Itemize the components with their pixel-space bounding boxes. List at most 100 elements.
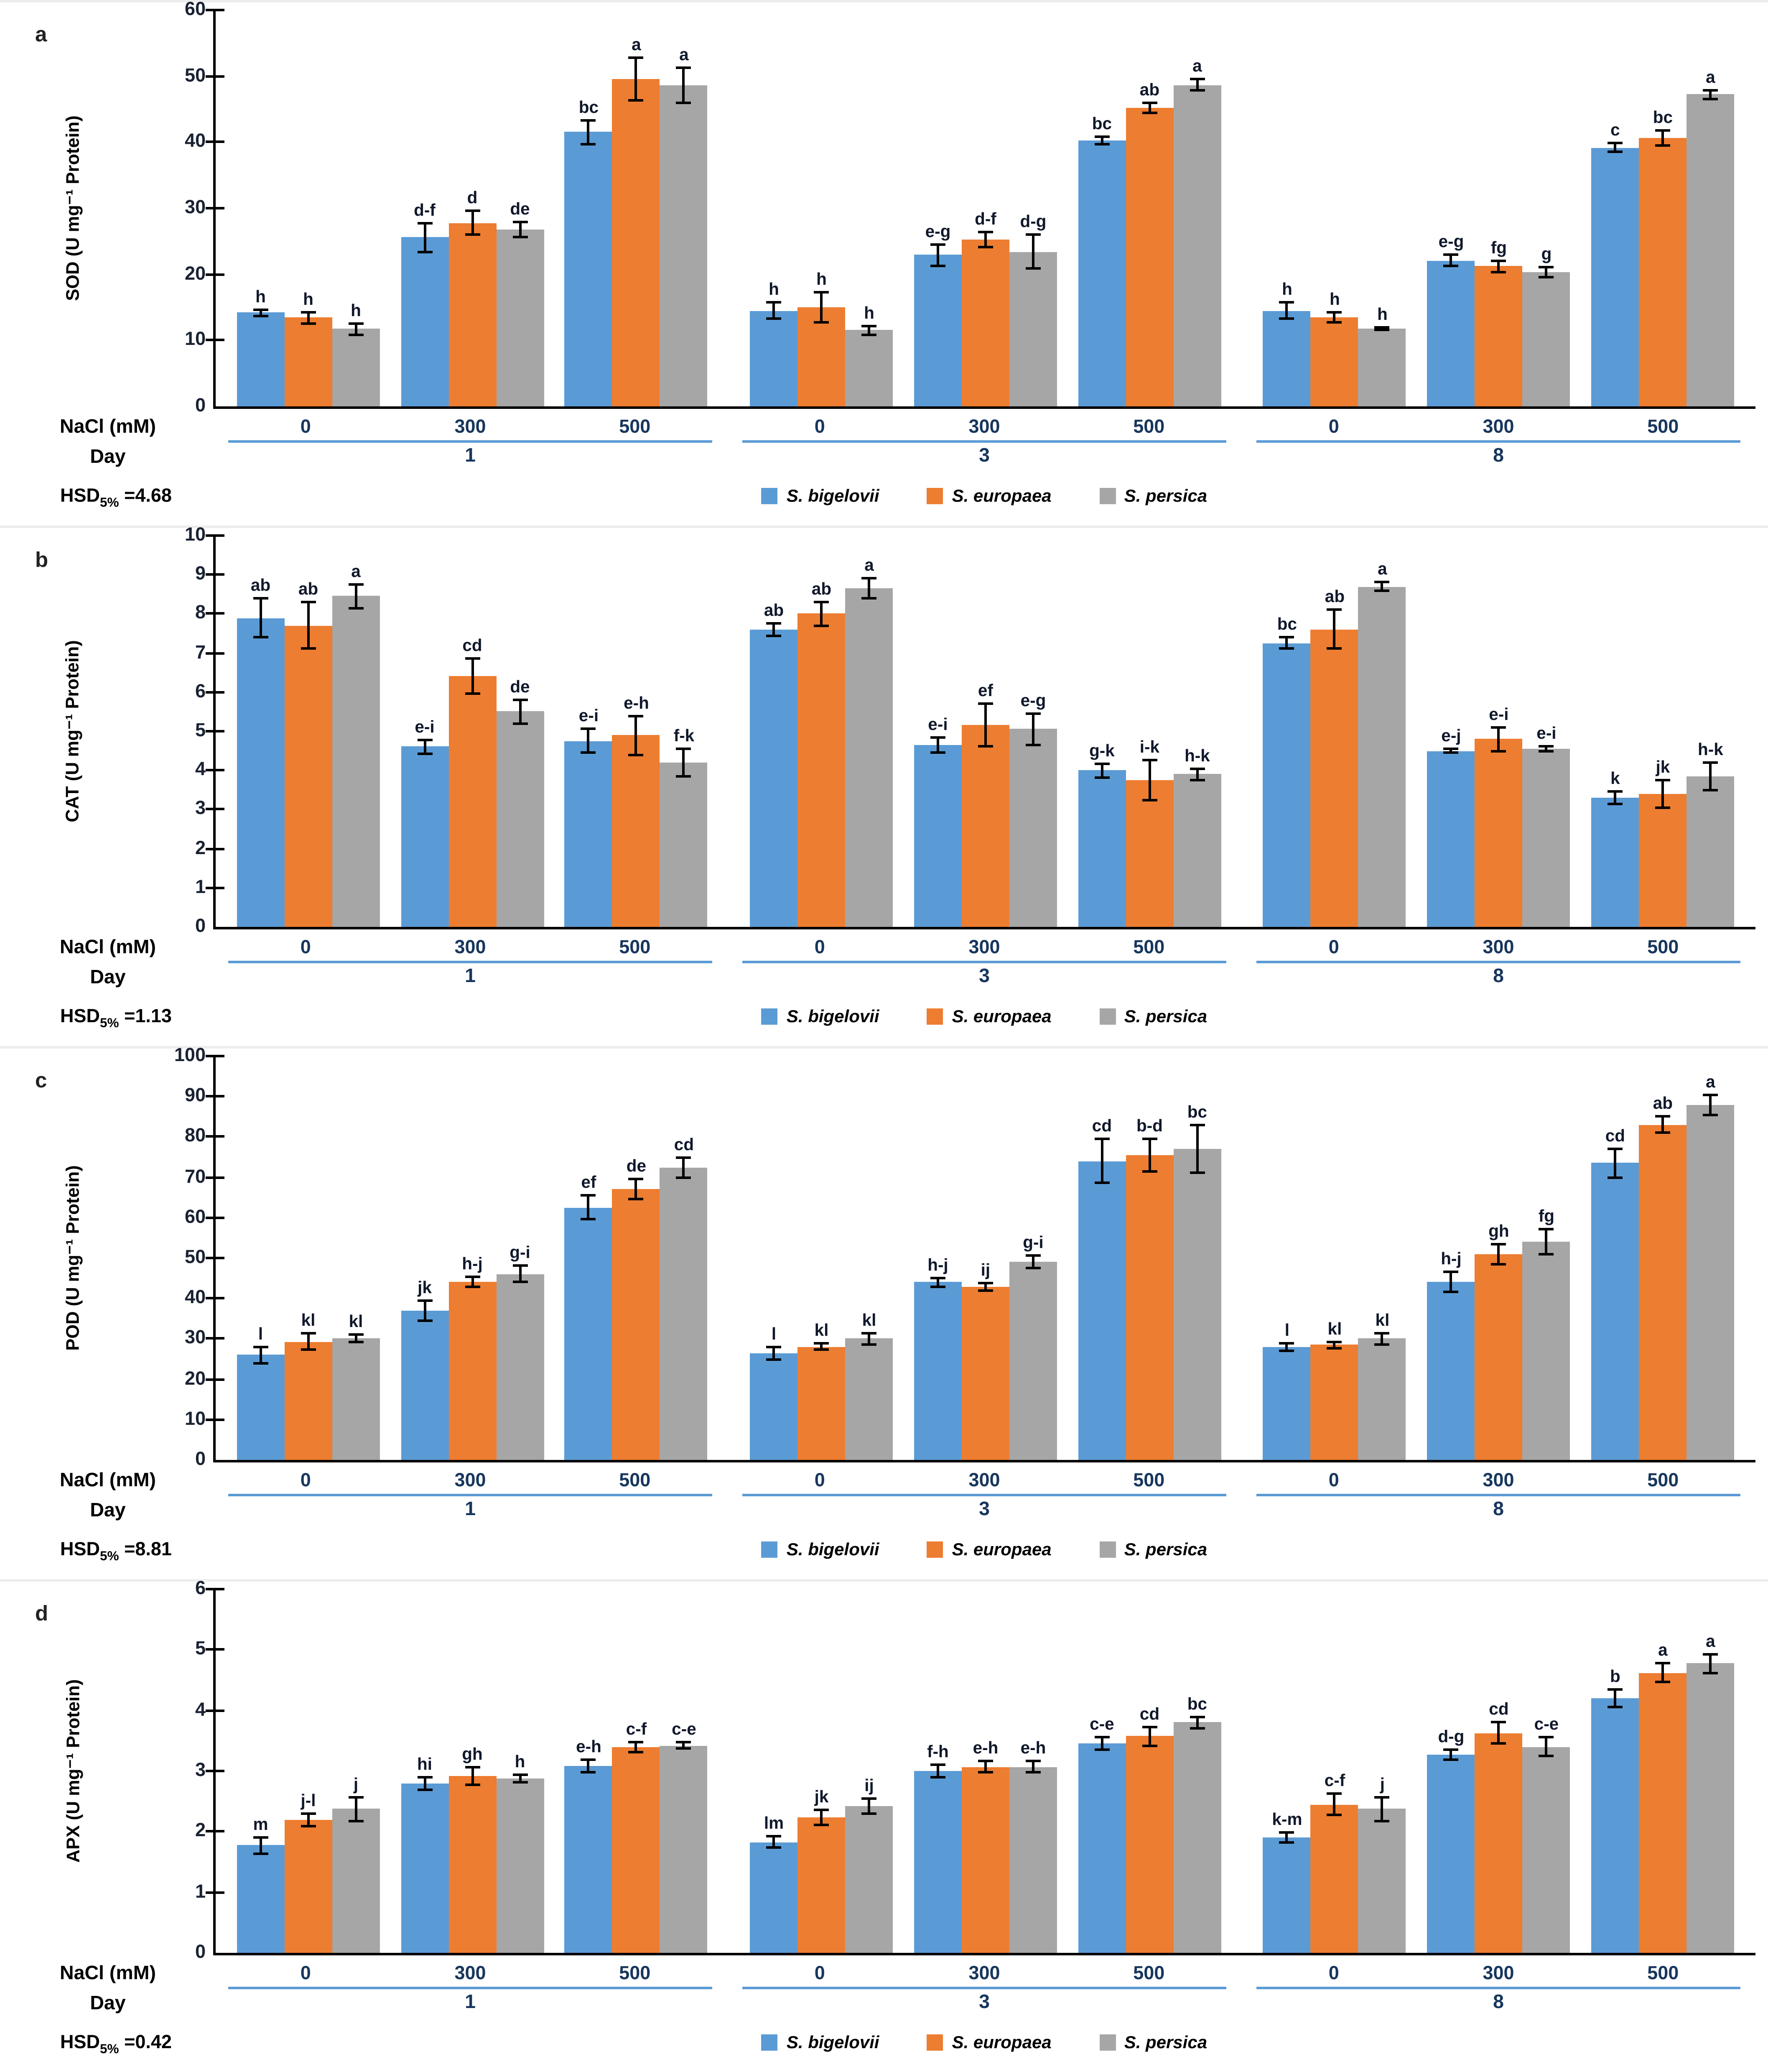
panel-footer: HSD5% =0.42 S. bigelovii S. europaea S. per… [60, 2017, 1755, 2072]
error-bar-cap [417, 752, 432, 755]
nacl-tick: 300 [454, 937, 486, 958]
error-bar-cap [581, 143, 596, 145]
error-bar-cap [348, 1332, 364, 1335]
legend-item-s-europaea: S. europaea [927, 1539, 1052, 1559]
error-bar [1333, 1793, 1336, 1815]
bar-rect [1358, 1809, 1406, 1953]
error-bar-cap [512, 220, 527, 223]
significance-letter: h-j [462, 1255, 483, 1274]
hsd-value: =8.81 [119, 1539, 172, 1560]
significance-letter: m [253, 1815, 268, 1834]
hsd-prefix: HSD [60, 1006, 100, 1027]
error-bar-cap [348, 334, 364, 337]
bar-s-bigelovii: ab [237, 576, 285, 927]
significance-letter: bc [1092, 113, 1112, 133]
bar-s-persica: fg [1522, 1207, 1570, 1460]
error-bar-cap [1703, 1093, 1718, 1096]
bar-s-persica: e-g [1009, 691, 1057, 927]
y-tick-mark [206, 1337, 224, 1340]
y-tick-label: 10 [184, 329, 206, 351]
legend-swatch [761, 2034, 778, 2050]
error-bar-cap [512, 1281, 527, 1284]
significance-letter: c-e [672, 1720, 696, 1739]
bar-s-persica: g [1522, 245, 1570, 406]
bar-s-europaea: e-h [961, 1738, 1009, 1953]
significance-letter: cd [1605, 1126, 1625, 1146]
legend-label: S. bigelovii [786, 2032, 879, 2052]
error-bar [259, 598, 262, 638]
error-bar-cap [814, 1342, 829, 1345]
panel-b: b CAT (U mg⁻¹ Protein) 0 1 2 3 4 5 6 7 8 9 10 ab ab a e-… [0, 525, 1768, 1046]
bar-s-persica: j [332, 1774, 380, 1953]
nacl-tick: 300 [1483, 416, 1514, 438]
day-group-8: h h h e-g fg g c bc a [1242, 10, 1755, 406]
bar-s-bigelovii: h-j [1427, 1250, 1475, 1460]
nacl-ticks-day-1: 0 300 500 [213, 1466, 727, 1496]
error-bar-cap [581, 1194, 596, 1197]
significance-letter: ab [1653, 1094, 1673, 1113]
error-bar [936, 737, 939, 753]
y-axis-title: POD (U mg⁻¹ Protein) [64, 1165, 84, 1351]
error-bar [1196, 79, 1199, 90]
nacl-axis-row: NaCl (mM) 0 300 500 0 300 500 0 300 500 [60, 1466, 1755, 1496]
day-tick: 3 [979, 966, 990, 987]
error-bar-cap [1443, 254, 1459, 257]
day-tick: 8 [1493, 1499, 1504, 1520]
error-bar-cap [930, 1285, 945, 1288]
bar-s-persica: a [1686, 68, 1735, 406]
error-bar-cap [417, 1299, 432, 1302]
y-tick-label: 30 [184, 1327, 206, 1349]
error-bar [820, 293, 823, 322]
bar-s-europaea: de [612, 1157, 660, 1460]
error-bar [471, 211, 474, 235]
y-tick-mark [206, 1095, 224, 1098]
error-bar [1101, 1738, 1103, 1750]
bar-rect [1173, 774, 1221, 927]
significance-letter: fg [1490, 237, 1507, 257]
bar-rect [612, 735, 660, 927]
error-bar-cap [1327, 320, 1343, 323]
nacl-row-label: NaCl (mM) [60, 1963, 156, 1984]
nacl-tick: 0 [814, 1963, 825, 1984]
bar-s-bigelovii: e-i [400, 718, 448, 927]
legend-swatch [1099, 1541, 1116, 1557]
bar-rect [1126, 1155, 1174, 1460]
error-bar-cap [629, 99, 644, 102]
error-bar-cap [1094, 143, 1110, 145]
bar-s-persica: kl [332, 1312, 380, 1460]
bar-s-persica: kl [845, 1310, 893, 1460]
significance-letter: l [771, 1324, 777, 1343]
bar-cluster-nacl-300: hi gh h [400, 1744, 544, 1953]
y-tick-mark [206, 1297, 224, 1300]
bar-s-bigelovii: lm [750, 1813, 798, 1953]
bar-rect [237, 312, 285, 406]
error-bar [307, 602, 310, 649]
bar-rect [1591, 147, 1639, 406]
day-tick: 8 [1493, 1992, 1504, 2013]
bar-rect [448, 222, 496, 406]
bar-rect [914, 1771, 962, 1953]
bar-cluster-nacl-500: b a a [1591, 1632, 1735, 1953]
significance-letter: d-g [1020, 212, 1047, 231]
bar-cluster-nacl-500: e-h c-f c-e [565, 1719, 708, 1953]
bar-rect [1591, 1163, 1639, 1460]
bar-rect [750, 1842, 798, 1953]
error-bar-cap [1608, 1176, 1623, 1179]
significance-letter: f-h [927, 1742, 949, 1761]
error-bar [1286, 637, 1289, 649]
nacl-tick: 0 [300, 1963, 311, 1984]
nacl-tick: 0 [814, 937, 825, 958]
error-bar [1497, 1244, 1500, 1264]
bar-rect [1475, 1733, 1523, 1953]
error-bar-cap [1491, 1263, 1506, 1266]
day-group-3: lm jk ij f-h e-h e-h c-e cd bc [729, 1589, 1242, 1953]
error-bar [1286, 302, 1289, 319]
error-bar [1032, 713, 1034, 745]
bar-s-bigelovii: l [1263, 1320, 1311, 1460]
significance-letter: ef [978, 681, 993, 700]
y-tick-label: 2 [195, 1820, 206, 1842]
bar-s-bigelovii: e-g [914, 222, 962, 406]
significance-letter: e-g [1438, 232, 1464, 252]
error-bar-cap [1703, 761, 1718, 764]
